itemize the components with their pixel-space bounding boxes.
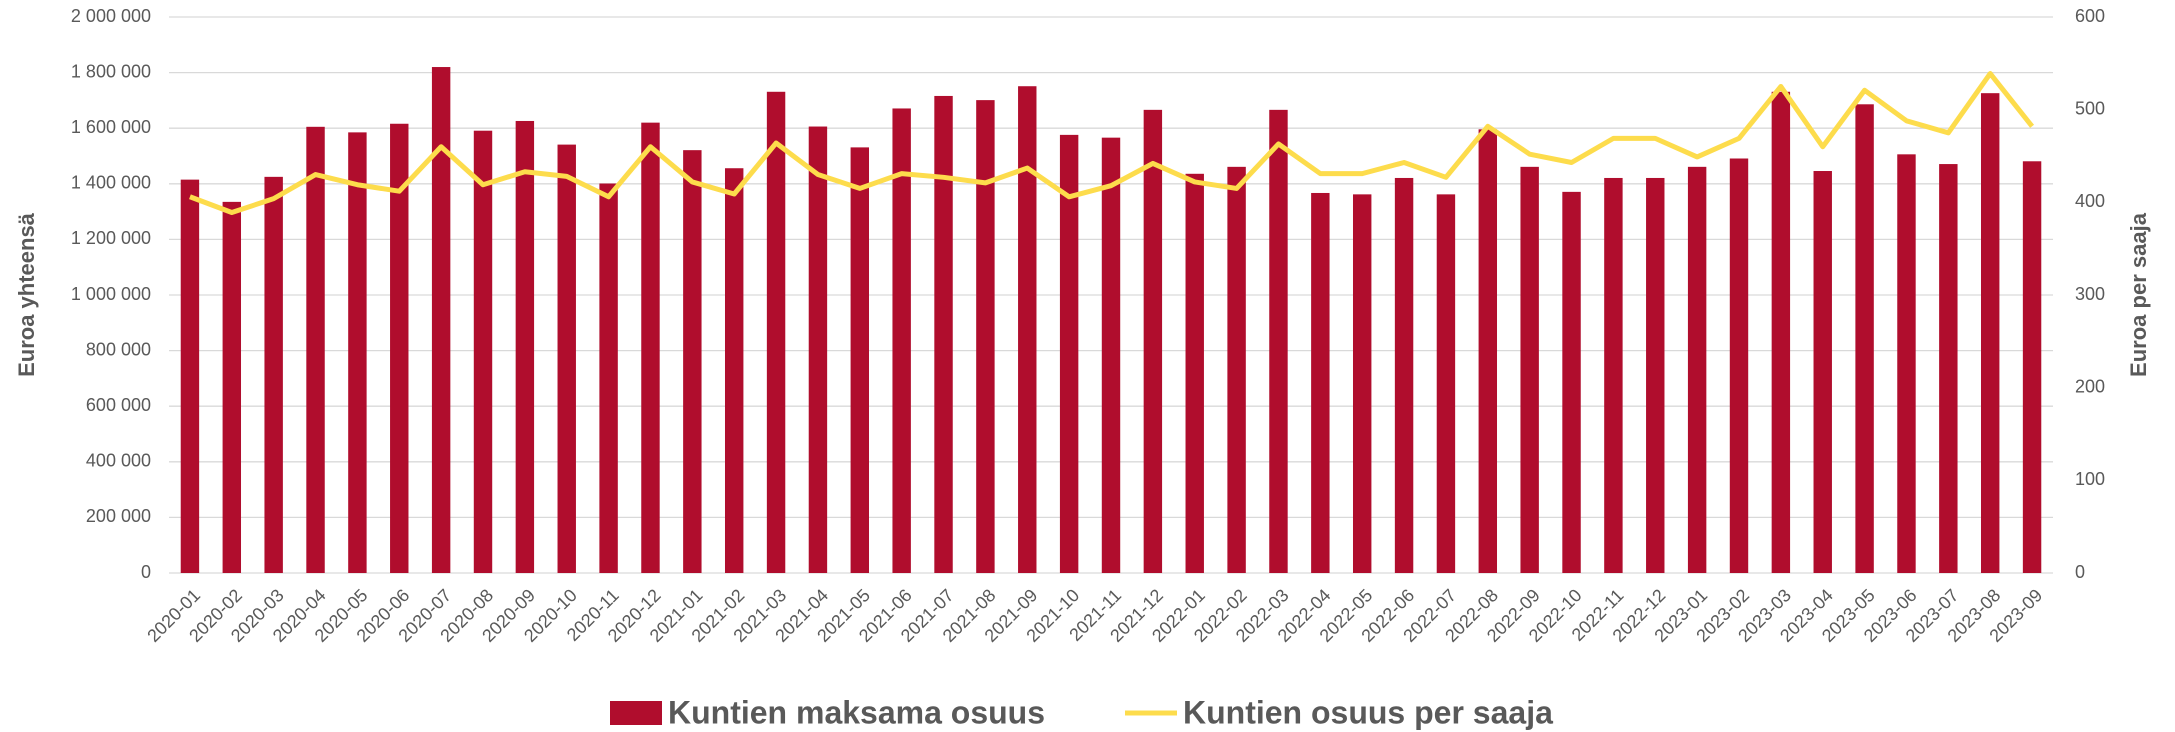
y-tick-label: 0 <box>141 562 151 582</box>
bar <box>1352 194 1372 573</box>
bar <box>180 179 200 573</box>
legend-text: Kuntien maksama osuus <box>668 694 1045 730</box>
bar <box>222 201 242 573</box>
y-tick-label: 1 000 000 <box>71 284 151 304</box>
bar <box>1018 86 1037 574</box>
bar <box>724 168 744 573</box>
y-tick-label: 1 200 000 <box>71 228 151 248</box>
bar <box>1980 93 2000 573</box>
bar <box>1394 177 1414 573</box>
bar <box>641 122 660 573</box>
legend-marker <box>610 701 662 725</box>
bar <box>264 176 283 573</box>
bar <box>850 147 870 573</box>
bar <box>1227 166 1246 574</box>
y2-tick-label: 600 <box>2075 6 2105 26</box>
bar <box>1436 194 1456 573</box>
y2-tick-label: 100 <box>2075 469 2105 489</box>
bar <box>599 183 618 573</box>
bar <box>1897 154 1916 573</box>
bar <box>1143 109 1163 574</box>
y-tick-label: 2 000 000 <box>71 6 151 26</box>
y2-tick-label: 200 <box>2075 376 2105 396</box>
bar <box>1729 158 1749 573</box>
line <box>189 71 2035 216</box>
y-tick-label: 1 400 000 <box>71 173 151 193</box>
y2-tick-label: 400 <box>2075 191 2105 211</box>
bar <box>808 126 828 574</box>
bar <box>390 123 409 573</box>
y2-tick-label: 500 <box>2075 98 2105 118</box>
bar <box>473 130 493 573</box>
y-tick-label: 200 000 <box>86 506 151 526</box>
bar <box>515 120 535 574</box>
y2-tick-label: 0 <box>2075 562 2085 582</box>
bar <box>1101 137 1121 574</box>
y-tick-label: 400 000 <box>86 451 151 471</box>
bar <box>557 144 576 574</box>
y-axis-title: Euroa yhteensä <box>14 212 39 377</box>
bar <box>1478 129 1498 573</box>
y-tick-label: 800 000 <box>86 339 151 359</box>
bar <box>1520 166 1539 574</box>
y2-tick-label: 300 <box>2075 284 2105 304</box>
bar <box>1311 192 1330 573</box>
bar <box>892 108 911 573</box>
bar <box>2022 161 2042 574</box>
bar <box>934 95 953 574</box>
bar <box>976 100 995 573</box>
bar <box>306 126 325 573</box>
bar <box>1562 191 1581 573</box>
bar <box>1771 91 1791 574</box>
y-tick-label: 600 000 <box>86 395 151 415</box>
y2-axis-title: Euroa per saaja <box>2126 212 2151 377</box>
bar <box>1687 166 1707 574</box>
bar <box>1646 177 1665 573</box>
bar <box>1813 171 1832 573</box>
y-tick-label: 1 600 000 <box>71 117 151 137</box>
bar <box>683 150 702 574</box>
legend-text: Kuntien osuus per saaja <box>1183 694 1553 730</box>
bar <box>1185 173 1204 574</box>
bar <box>348 132 367 573</box>
bar <box>1855 104 1874 574</box>
bar <box>1269 109 1288 574</box>
bar <box>1059 134 1079 573</box>
bar <box>766 91 786 574</box>
bar <box>1939 164 1958 573</box>
y-tick-label: 1 800 000 <box>71 61 151 81</box>
bar <box>431 67 451 573</box>
bar <box>1604 177 1623 573</box>
